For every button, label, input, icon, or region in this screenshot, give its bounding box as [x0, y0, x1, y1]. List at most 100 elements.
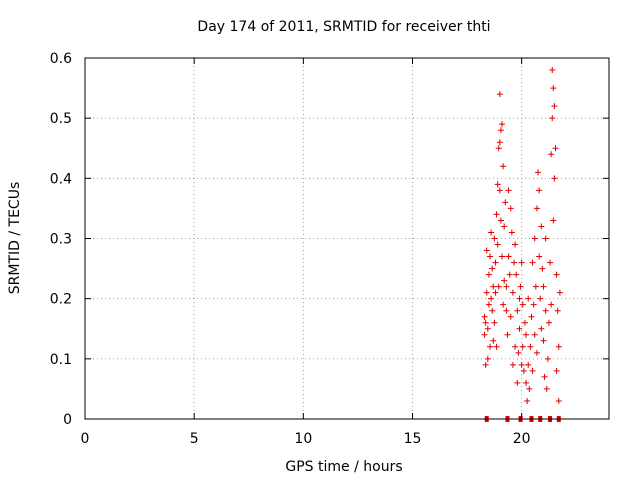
data-point [521, 319, 528, 326]
data-point [490, 337, 497, 344]
x-tick-label: 15 [404, 431, 422, 447]
data-point [482, 361, 489, 368]
data-point [523, 379, 530, 386]
data-point [485, 301, 492, 308]
data-point [535, 169, 542, 176]
data-point [525, 295, 532, 302]
data-point [483, 289, 490, 296]
data-point [530, 301, 537, 308]
data-point [488, 229, 495, 236]
x-tick-label: 5 [190, 431, 199, 447]
data-point [554, 307, 561, 314]
data-point [519, 343, 526, 350]
axis-ticks [84, 57, 609, 420]
data-point [509, 361, 516, 368]
data-point [514, 379, 521, 386]
data-point [551, 175, 558, 182]
chart-title: Day 174 of 2011, SRMTID for receiver tht… [197, 19, 490, 35]
data-point [501, 277, 508, 284]
data-point [544, 355, 551, 362]
data-point [550, 85, 557, 92]
data-point [500, 301, 507, 308]
data-point [536, 253, 543, 260]
data-point [490, 283, 497, 290]
data-point [540, 337, 547, 344]
data-point [511, 259, 518, 266]
data-point [494, 181, 501, 188]
data-point [507, 205, 514, 212]
data-point [555, 343, 562, 350]
data-point [537, 295, 544, 302]
data-point [500, 163, 507, 170]
data-point [483, 247, 490, 254]
data-point [533, 205, 540, 212]
data-point [550, 217, 557, 224]
data-point [551, 103, 558, 110]
y-tick-label: 0.3 [50, 232, 72, 248]
y-tick-label: 0.4 [50, 171, 72, 187]
data-point [509, 289, 516, 296]
data-point [484, 355, 491, 362]
data-point [540, 283, 547, 290]
y-tick-label: 0.5 [50, 111, 72, 127]
data-point [516, 295, 523, 302]
data-point [497, 127, 504, 134]
data-point [549, 67, 556, 74]
data-point [507, 313, 514, 320]
data-point [543, 385, 550, 392]
data-point [512, 241, 519, 248]
data-point [536, 187, 543, 194]
data-point [497, 217, 504, 224]
data-point [503, 283, 510, 290]
data-point [547, 259, 554, 266]
data-point [496, 91, 503, 98]
data-point [523, 331, 530, 338]
data-point [528, 313, 535, 320]
data-point [495, 283, 502, 290]
data-point [505, 253, 512, 260]
data-point [501, 223, 508, 230]
data-point [517, 283, 524, 290]
data-point [518, 259, 525, 266]
data-point [541, 373, 548, 380]
data-point [518, 361, 525, 368]
data-point [548, 151, 555, 158]
data-point [488, 295, 495, 302]
data-point [484, 325, 491, 332]
data-point [527, 343, 534, 350]
data-point [520, 367, 527, 374]
data-point [539, 265, 546, 272]
y-tick-label: 0.2 [50, 292, 72, 308]
data-point [526, 385, 533, 392]
data-point [553, 367, 560, 374]
data-point [496, 139, 503, 146]
data-point [489, 307, 496, 314]
data-point [499, 121, 506, 128]
data-point [545, 319, 552, 326]
data-point [531, 235, 538, 242]
data-point [542, 307, 549, 314]
data-point [491, 235, 498, 242]
data-point [496, 187, 503, 194]
data-point [531, 331, 538, 338]
y-tick-label: 0.6 [50, 51, 72, 67]
data-point [485, 271, 492, 278]
data-point [514, 307, 521, 314]
data-point [504, 331, 511, 338]
data-point [524, 397, 531, 404]
data-point [481, 313, 488, 320]
data-point [495, 145, 502, 152]
data-point [502, 199, 509, 206]
data-point [538, 223, 545, 230]
data-point [482, 319, 489, 326]
y-axis-label: SRMTID / TECUs [7, 182, 23, 295]
y-tick-label: 0.1 [50, 352, 72, 368]
data-point [555, 397, 562, 404]
data-point [499, 253, 506, 260]
x-axis-tick-labels: 0 5 10 15 20 [81, 431, 531, 447]
data-point [542, 235, 549, 242]
data-point [525, 361, 532, 368]
data-point [487, 253, 494, 260]
